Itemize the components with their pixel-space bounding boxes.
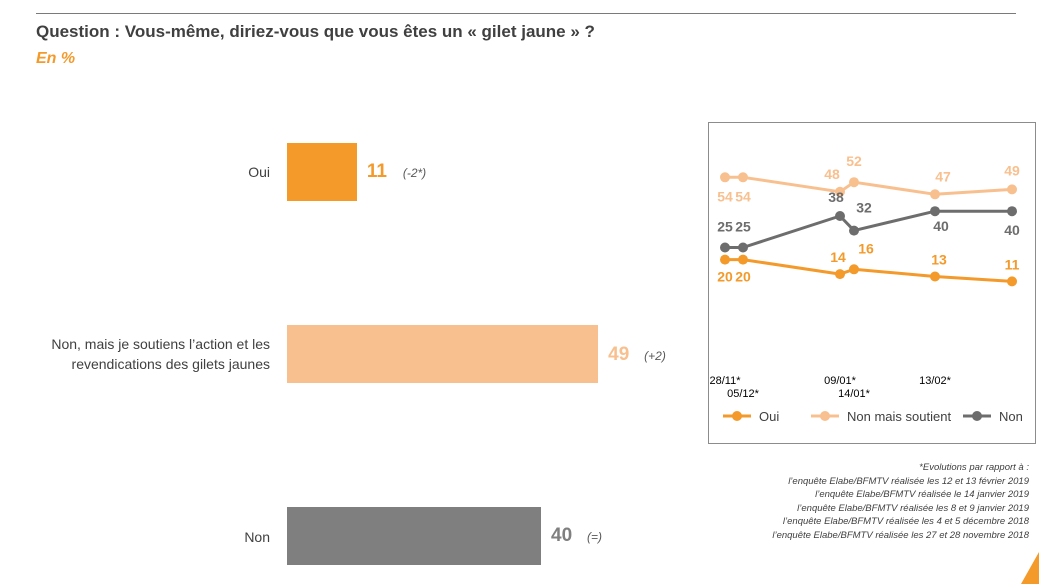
x-tick-label: 09/01* bbox=[824, 375, 857, 387]
data-point bbox=[835, 186, 845, 197]
footnote-heading: *Evolutions par rapport à : bbox=[919, 462, 1029, 473]
footnote-line: l’enquête Elabe/BFMTV réalisée le 14 jan… bbox=[815, 489, 1029, 501]
data-point bbox=[849, 264, 859, 275]
bar-delta-soutien: (+2) bbox=[644, 349, 666, 363]
data-point bbox=[849, 177, 859, 188]
bar-value-soutien: 49 bbox=[608, 344, 630, 365]
data-label: 16 bbox=[858, 240, 874, 256]
corner-accent-shape bbox=[1021, 552, 1039, 584]
data-point bbox=[1007, 206, 1017, 217]
footnote-line: l’enquête Elabe/BFMTV réalisée les 4 et … bbox=[782, 516, 1029, 528]
data-point bbox=[835, 211, 845, 221]
legend-swatch-marker bbox=[732, 411, 742, 421]
bar-non bbox=[287, 507, 541, 565]
data-label: 54 bbox=[717, 188, 733, 204]
x-tick-label: 05/12* bbox=[727, 388, 760, 400]
top-divider bbox=[36, 13, 1016, 14]
data-label: 54 bbox=[735, 188, 751, 204]
data-point bbox=[930, 189, 940, 200]
bar-delta-oui: (-2*) bbox=[402, 166, 427, 180]
question-title: Question : Vous-même, diriez-vous que vo… bbox=[36, 22, 595, 41]
data-point bbox=[930, 206, 940, 217]
legend-swatch-marker bbox=[820, 411, 830, 421]
data-label: 40 bbox=[933, 218, 949, 234]
unit-label: En % bbox=[36, 50, 76, 67]
footnote-line: l’enquête Elabe/BFMTV réalisée les 27 et… bbox=[772, 529, 1029, 541]
data-label: 14 bbox=[830, 249, 846, 265]
data-point bbox=[738, 242, 748, 253]
data-label: 38 bbox=[828, 189, 844, 205]
trend-chart-panel: 20 20 14 16 13 11 54 54 48 52 47 49 25 25 38 32 40 40 28/1… bbox=[708, 122, 1036, 444]
series-line-1 bbox=[725, 175, 1013, 196]
data-point bbox=[738, 172, 748, 183]
data-label: 20 bbox=[717, 269, 733, 285]
data-label: 52 bbox=[846, 153, 862, 169]
data-point bbox=[849, 225, 859, 236]
legend-label: Non bbox=[999, 409, 1023, 424]
bar-label-oui: Oui bbox=[248, 164, 270, 180]
data-label: 25 bbox=[735, 219, 751, 235]
data-label: 13 bbox=[931, 252, 947, 268]
footnote-line: l’enquête Elabe/BFMTV réalisée les 12 et… bbox=[788, 475, 1029, 487]
series-line-0 bbox=[725, 258, 1013, 283]
bar-value-oui: 11 bbox=[366, 161, 387, 182]
bar-label-non: Non bbox=[244, 529, 270, 545]
data-point bbox=[738, 254, 748, 265]
bar-label-soutien: Non, mais je soutiens l’action et les re… bbox=[51, 336, 270, 372]
data-label: 47 bbox=[935, 168, 951, 184]
data-point bbox=[835, 269, 845, 280]
data-point bbox=[1007, 276, 1017, 287]
legend-swatch-marker bbox=[972, 411, 982, 421]
data-point bbox=[720, 242, 730, 253]
data-label: 20 bbox=[735, 269, 751, 285]
data-label: 25 bbox=[717, 219, 733, 235]
x-tick-label: 28/11* bbox=[710, 375, 742, 387]
bar-value-non: 40 bbox=[551, 525, 573, 546]
data-label: 11 bbox=[1005, 256, 1020, 272]
data-point bbox=[720, 254, 730, 265]
legend-label: Oui bbox=[759, 409, 779, 424]
data-point bbox=[930, 271, 940, 282]
footnotes: *Evolutions par rapport à : l’enquête El… bbox=[772, 461, 1029, 543]
x-tick-label: 13/02* bbox=[919, 375, 952, 387]
data-point bbox=[720, 172, 730, 183]
trend-line-chart: 20 20 14 16 13 11 54 54 48 52 47 49 25 25 38 32 40 40 28/1… bbox=[710, 153, 1023, 424]
footnote-line: l’enquête Elabe/BFMTV réalisée les 8 et … bbox=[797, 502, 1029, 514]
bar-oui bbox=[287, 143, 357, 201]
data-label: 48 bbox=[824, 166, 840, 182]
bar-soutien bbox=[287, 325, 599, 383]
bar-delta-non: (=) bbox=[587, 530, 602, 544]
data-label: 40 bbox=[1004, 222, 1020, 238]
data-label: 32 bbox=[856, 200, 872, 216]
x-tick-label: 14/01* bbox=[838, 388, 871, 400]
data-label: 49 bbox=[1004, 162, 1020, 178]
legend-label: Non mais soutient bbox=[847, 409, 951, 424]
data-point bbox=[1007, 184, 1017, 195]
